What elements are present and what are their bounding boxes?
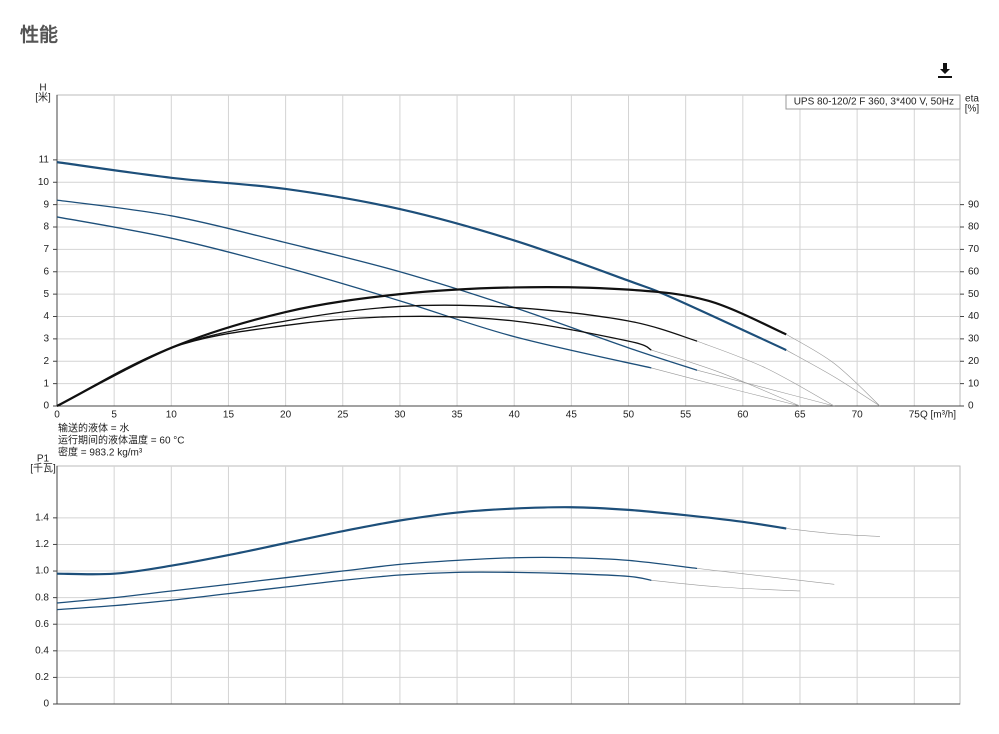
curve <box>651 580 800 592</box>
x-tick-label: 55 <box>680 410 692 421</box>
x-tick-label: 35 <box>452 410 464 421</box>
plot-area <box>56 465 961 705</box>
y2-tick-label: 70 <box>968 244 980 255</box>
annotation-box <box>785 94 961 110</box>
curve <box>786 528 881 537</box>
x-tick-label: 70 <box>852 410 864 421</box>
curve <box>56 216 652 369</box>
curve <box>697 369 835 407</box>
x-tick-label: 60 <box>737 410 749 421</box>
curve <box>697 568 835 585</box>
curve <box>56 506 787 576</box>
y2-tick-label: 60 <box>968 266 980 277</box>
y2-axis-title: eta <box>965 94 979 105</box>
download-button[interactable] <box>937 62 953 80</box>
curve <box>786 349 881 407</box>
y-tick-label: 1 <box>43 378 49 389</box>
curve <box>651 349 801 407</box>
y2-tick-label: 50 <box>968 289 980 300</box>
x-tick-label: 25 <box>337 410 349 421</box>
curve <box>56 315 652 407</box>
y-tick-label: 2 <box>43 356 49 367</box>
y-tick-label: 11 <box>39 155 50 166</box>
x-tick-label: 30 <box>394 410 406 421</box>
y-axis-title: H <box>39 83 46 94</box>
curve <box>696 340 835 407</box>
note: 运行期间的液体温度 = 60 °C <box>58 434 185 447</box>
x-tick-label: 40 <box>509 410 521 421</box>
x-tick-label: 0 <box>54 410 60 421</box>
note: 输送的液体 = 水 <box>58 422 129 435</box>
y-tick-label: 9 <box>43 199 49 210</box>
y-tick-label: 0.8 <box>35 592 49 603</box>
curve <box>786 334 881 407</box>
x-tick-label: 5 <box>111 410 117 421</box>
y2-tick-label: 0 <box>968 401 974 412</box>
x-tick-label: 45 <box>566 410 578 421</box>
y2-tick-label: 10 <box>968 378 980 389</box>
y2-tick-label: 20 <box>968 356 980 367</box>
y-tick-label: 4 <box>43 311 49 322</box>
y-axis-title: P1 <box>37 454 50 465</box>
plot-area <box>56 94 961 407</box>
y-axis-unit: [米] <box>35 91 51 104</box>
y-axis-unit: [千瓦] <box>30 463 56 475</box>
x-tick-label: 15 <box>223 410 235 421</box>
x-tick-label: 75 <box>909 410 921 421</box>
curve <box>56 161 787 352</box>
note: 密度 = 983.2 kg/m³ <box>58 446 143 459</box>
y-tick-label: 0 <box>43 699 49 710</box>
curve <box>56 571 652 611</box>
y-tick-label: 1.2 <box>35 539 49 550</box>
y-tick-label: 6 <box>43 266 49 277</box>
y2-tick-label: 40 <box>968 311 980 322</box>
x-tick-label: 50 <box>623 410 635 421</box>
y-tick-label: 1.0 <box>35 566 49 577</box>
y-tick-label: 1.4 <box>35 512 49 523</box>
x-tick-label: 20 <box>280 410 292 421</box>
y-tick-label: 8 <box>43 222 49 233</box>
y2-axis-unit: [%] <box>965 104 980 115</box>
y-tick-label: 3 <box>43 334 49 345</box>
x-tick-label: 10 <box>166 410 178 421</box>
y-tick-label: 0.4 <box>35 645 49 656</box>
x-axis-title: Q [m³/h] <box>920 410 956 421</box>
y-tick-label: 10 <box>38 177 50 188</box>
y-tick-label: 5 <box>43 289 49 300</box>
curve <box>56 556 698 604</box>
curve <box>651 367 801 407</box>
annotation: UPS 80-120/2 F 360, 3*400 V, 50Hz <box>794 97 954 108</box>
y2-tick-label: 90 <box>968 199 980 210</box>
page-title: 性能 <box>20 24 59 46</box>
curve <box>56 199 698 371</box>
y-tick-label: 0.6 <box>35 619 49 630</box>
y-tick-label: 0.2 <box>35 672 49 683</box>
y-tick-label: 7 <box>43 244 49 255</box>
y2-tick-label: 30 <box>968 334 980 345</box>
y-tick-label: 0 <box>43 401 49 412</box>
y2-tick-label: 80 <box>968 222 980 233</box>
x-tick-label: 65 <box>794 410 806 421</box>
